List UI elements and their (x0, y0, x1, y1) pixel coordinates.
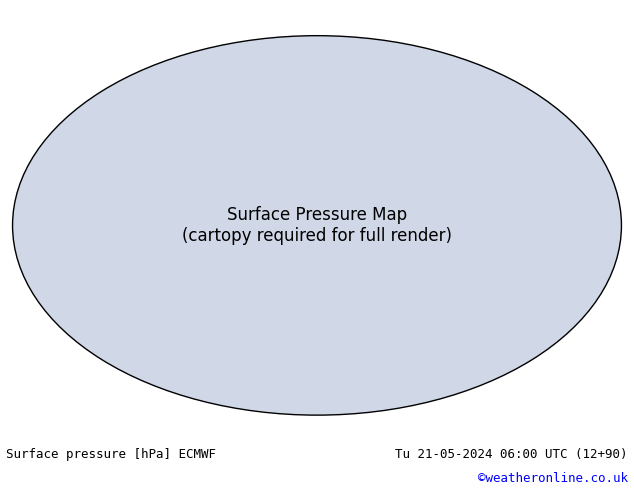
Text: ©weatheronline.co.uk: ©weatheronline.co.uk (477, 472, 628, 485)
Ellipse shape (13, 36, 621, 415)
Text: Tu 21-05-2024 06:00 UTC (12+90): Tu 21-05-2024 06:00 UTC (12+90) (395, 447, 628, 461)
Text: Surface pressure [hPa] ECMWF: Surface pressure [hPa] ECMWF (6, 447, 216, 461)
Text: Surface Pressure Map
(cartopy required for full render): Surface Pressure Map (cartopy required f… (182, 206, 452, 245)
